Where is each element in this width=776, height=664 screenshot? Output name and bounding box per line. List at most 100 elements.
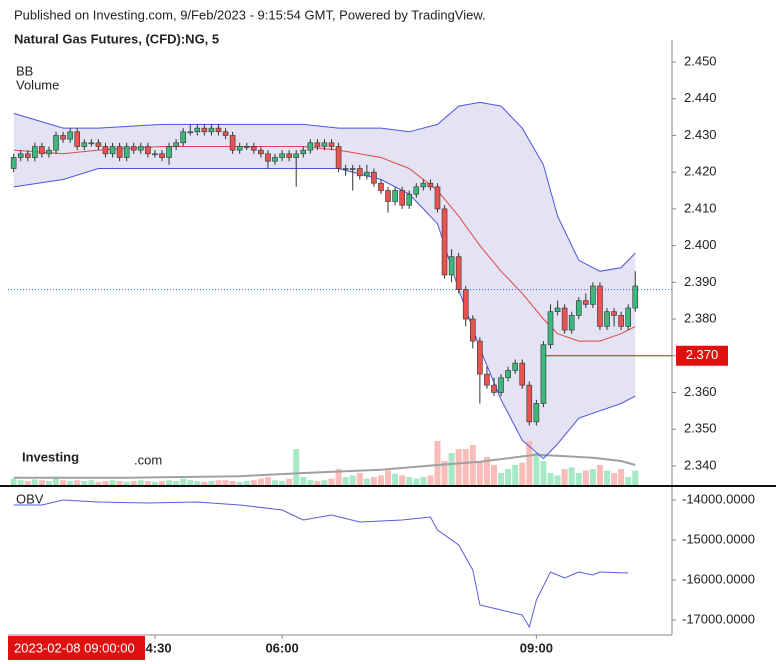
volume-bar [596, 465, 603, 485]
candle-body [201, 127, 208, 133]
volume-bar [151, 481, 158, 485]
volume-bar [158, 481, 165, 485]
y-tick-label: 2.400 [684, 237, 717, 252]
volume-bar [512, 465, 519, 485]
date-label-bg [8, 636, 145, 660]
x-tick-label: 04:30 [138, 640, 171, 655]
band-fill [13, 102, 636, 459]
obv-line [13, 499, 629, 629]
candle-body [307, 142, 314, 151]
volume-bar [180, 478, 187, 485]
volume-bar [250, 480, 257, 485]
candle-body [53, 135, 59, 151]
y-tick-label: 2.420 [684, 164, 717, 179]
volume-bar [272, 480, 279, 485]
indicator-label: OBV [16, 491, 44, 506]
candle-body [286, 153, 292, 158]
y-tick-label: 2.390 [684, 274, 717, 289]
candle-body [469, 318, 476, 342]
volume-bar [314, 481, 321, 485]
volume-bar [455, 449, 462, 485]
volume-bar [406, 477, 413, 485]
y-tick-label: 2.450 [684, 53, 717, 68]
y-tick-label: -17000.0000 [682, 611, 755, 626]
candle-body [378, 182, 384, 191]
volume-ma [13, 453, 636, 479]
candle-body [243, 146, 250, 148]
volume-bar [81, 481, 88, 485]
candle-body [335, 146, 342, 169]
volume-bar [53, 478, 60, 485]
volume-bar [533, 453, 540, 485]
y-tick-label: 2.410 [684, 200, 717, 215]
indicator-label: Volume [16, 77, 59, 92]
candle-body [420, 182, 427, 188]
y-tick-label: 2.340 [684, 457, 717, 472]
candle-body [215, 127, 222, 133]
candle-body [385, 190, 391, 202]
volume-bar [24, 481, 31, 485]
volume-bar [342, 477, 349, 485]
volume-bar [413, 478, 420, 485]
candle-body [251, 146, 257, 151]
candle-body [166, 146, 172, 158]
candle-body [138, 146, 144, 151]
candle-body [300, 149, 307, 155]
candle-body [604, 311, 610, 327]
candle-body [159, 153, 165, 158]
candle-body [328, 142, 335, 147]
volume-bar [307, 480, 314, 485]
candle-body [434, 186, 441, 210]
volume-bar [31, 479, 38, 485]
volume-bar [300, 477, 307, 485]
candle-body [540, 344, 547, 404]
volume-bar [102, 481, 109, 485]
candle-body [406, 193, 413, 206]
candle-body [123, 146, 130, 158]
chart-title: Natural Gas Futures, (CFD):NG, 5 [14, 31, 219, 46]
volume-bar [321, 480, 328, 485]
date-label: 2023-02-08 09:00:00 [14, 640, 135, 655]
logo-brand: Investing [22, 449, 79, 464]
candle-body [554, 307, 561, 312]
y-tick-label: 2.380 [684, 310, 717, 325]
candle-body [505, 370, 511, 379]
volume-bar [561, 469, 568, 485]
volume-bar [264, 477, 271, 485]
candle-body [491, 384, 497, 393]
candle-body [568, 315, 575, 331]
candle-body [526, 384, 533, 423]
x-tick-label: 09:00 [520, 640, 553, 655]
candle-body [583, 300, 589, 305]
candle-body [575, 300, 582, 316]
candle-body [88, 142, 95, 145]
volume-bar [243, 481, 250, 485]
volume-bar [286, 478, 293, 485]
volume-bar [370, 477, 377, 485]
candle-body [194, 127, 201, 133]
candle-body [356, 168, 363, 177]
volume-bar [116, 481, 123, 485]
candle-body [561, 307, 568, 331]
volume-bar [38, 480, 45, 485]
y-tick-label: 2.360 [684, 384, 717, 399]
volume-bar [469, 445, 476, 485]
candle-body [258, 149, 264, 155]
candle-body [413, 186, 420, 195]
candle-body [547, 311, 554, 346]
volume-bar [257, 478, 264, 485]
candle-body [130, 146, 137, 151]
volume-bar [540, 461, 547, 485]
volume-bar [222, 480, 229, 485]
candle-body [293, 153, 300, 158]
candle-body [342, 168, 349, 170]
candle-body [173, 142, 179, 147]
candle-body [314, 142, 321, 147]
volume-bar [392, 473, 399, 485]
candle-body [145, 146, 151, 155]
candle-body [519, 362, 526, 386]
volume-bar [88, 480, 95, 485]
volume-bar [349, 475, 356, 485]
candle-body [477, 340, 483, 375]
volume-bar [462, 449, 469, 485]
